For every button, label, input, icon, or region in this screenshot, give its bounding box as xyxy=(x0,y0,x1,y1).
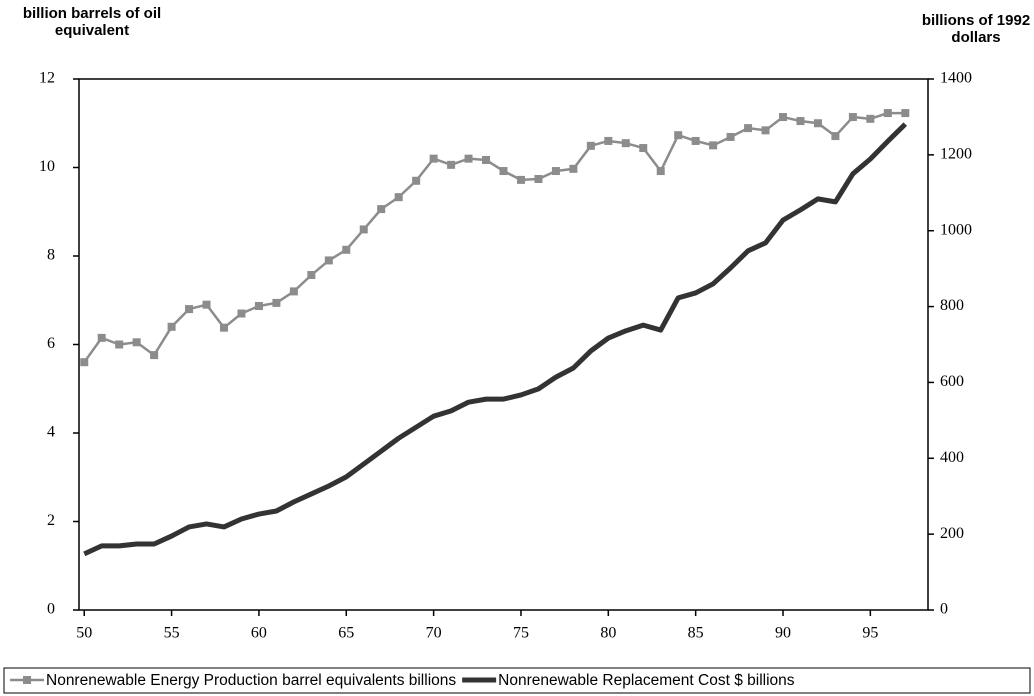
x-tick-label: 65 xyxy=(338,625,354,642)
x-tick-label: 95 xyxy=(862,625,878,642)
data-marker xyxy=(324,256,333,265)
data-marker xyxy=(586,141,595,150)
data-marker xyxy=(185,305,194,314)
y-axis-label: billion barrels of oil equivalent xyxy=(22,5,162,39)
plot-area xyxy=(78,78,929,611)
x-tick-label: 75 xyxy=(513,625,529,642)
data-marker xyxy=(289,287,298,296)
y2-tick-label: 1400 xyxy=(940,70,972,87)
data-marker xyxy=(848,113,857,122)
data-marker xyxy=(237,309,246,318)
y2-tick-label: 1200 xyxy=(940,146,972,163)
legend-marker xyxy=(23,676,31,684)
y-tick-label: 12 xyxy=(39,70,55,87)
x-tick-label: 80 xyxy=(600,625,616,642)
y2-tick-label: 0 xyxy=(940,601,948,618)
data-marker xyxy=(429,154,438,163)
data-marker xyxy=(272,298,281,307)
x-tick-label: 90 xyxy=(775,625,791,642)
data-marker xyxy=(779,113,788,122)
data-marker xyxy=(219,323,228,332)
x-tick-label: 55 xyxy=(164,625,180,642)
x-tick-label: 85 xyxy=(688,625,704,642)
data-marker xyxy=(761,126,770,135)
y-tick-label: 2 xyxy=(47,512,55,529)
data-marker xyxy=(796,117,805,126)
y2-tick-label: 400 xyxy=(940,449,964,466)
series-line xyxy=(83,122,908,557)
y-tick-label: 8 xyxy=(47,247,55,264)
data-marker xyxy=(482,155,491,164)
data-marker xyxy=(359,225,368,234)
data-marker xyxy=(97,333,106,342)
legend-box xyxy=(3,667,1031,694)
data-marker xyxy=(377,205,386,214)
data-marker xyxy=(726,132,735,141)
data-marker xyxy=(656,167,665,176)
data-marker xyxy=(132,338,141,347)
data-marker xyxy=(307,271,316,280)
y-tick-label: 6 xyxy=(47,335,55,352)
series-line xyxy=(83,111,906,363)
data-marker xyxy=(709,141,718,150)
data-marker xyxy=(901,109,910,118)
y2-axis-label: billions of 1992 dollars xyxy=(921,12,1031,46)
data-marker xyxy=(254,302,263,311)
legend-label: Nonrenewable Energy Production barrel eq… xyxy=(46,672,456,689)
data-marker xyxy=(883,109,892,118)
data-marker xyxy=(621,139,630,148)
data-marker xyxy=(534,175,543,184)
data-marker xyxy=(412,176,421,185)
data-marker xyxy=(80,358,89,367)
y2-tick-label: 1000 xyxy=(940,221,972,238)
data-marker xyxy=(167,322,176,331)
legend-label: Nonrenewable Replacement Cost $ billions xyxy=(498,672,795,689)
data-marker xyxy=(202,300,211,309)
y2-tick-label: 200 xyxy=(940,525,964,542)
data-marker xyxy=(744,124,753,133)
data-marker xyxy=(342,245,351,254)
data-marker xyxy=(516,175,525,184)
x-tick-label: 70 xyxy=(426,625,442,642)
data-marker xyxy=(691,136,700,145)
data-marker xyxy=(464,154,473,163)
data-marker xyxy=(569,164,578,173)
data-marker xyxy=(115,340,124,349)
x-tick-label: 60 xyxy=(251,625,267,642)
y-tick-label: 10 xyxy=(39,158,55,175)
data-marker xyxy=(674,131,683,140)
data-marker xyxy=(604,136,613,145)
data-marker xyxy=(394,193,403,202)
x-tick-label: 50 xyxy=(76,625,92,642)
y2-tick-label: 800 xyxy=(940,297,964,314)
data-marker xyxy=(150,351,159,360)
data-marker xyxy=(831,132,840,141)
data-marker xyxy=(813,119,822,128)
data-marker xyxy=(447,160,456,169)
y-tick-label: 0 xyxy=(47,601,55,618)
data-marker xyxy=(499,167,508,176)
y-tick-label: 4 xyxy=(47,424,55,441)
y2-tick-label: 600 xyxy=(940,373,964,390)
data-marker xyxy=(639,144,648,153)
data-marker xyxy=(866,114,875,123)
data-marker xyxy=(551,167,560,176)
